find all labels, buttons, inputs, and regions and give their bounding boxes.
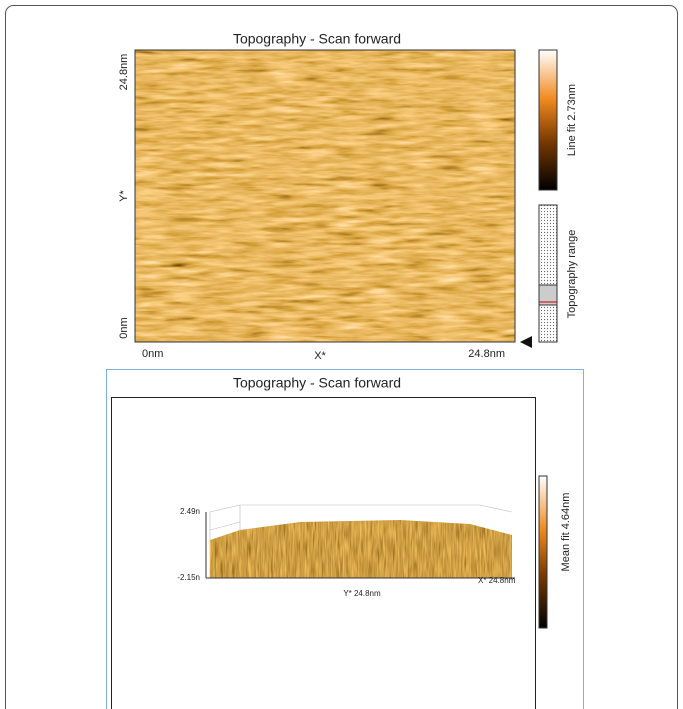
y-axis-label: Y* — [118, 189, 130, 201]
x-axis-label: X* 24.8nm — [478, 576, 516, 585]
range-bar — [539, 205, 557, 342]
x-tick-label: 0nm — [142, 348, 163, 360]
colorbar — [539, 476, 547, 628]
page: Topography - Scan forward 24.8nm Y* 0nm … — [0, 0, 683, 709]
panel-title: Topography - Scan forward — [233, 31, 401, 47]
range-label: Topography range — [566, 230, 578, 319]
topography-image — [135, 50, 515, 342]
y-tick-label: 24.8nm — [118, 54, 130, 91]
y-tick-label: 0nm — [118, 317, 130, 338]
colorbar-label: Line fit 2.73nm — [566, 84, 578, 156]
y-axis-label: Y* 24.8nm — [343, 589, 381, 598]
x-tick-label: 24.8nm — [468, 348, 505, 360]
colorbar-label: Mean fit 4.64nm — [560, 493, 572, 572]
colorbar — [539, 50, 557, 190]
z-tick-label: -2.15n — [177, 573, 200, 582]
window: Topography - Scan forward 24.8nm Y* 0nm … — [0, 0, 683, 709]
z-tick-label: 2.49n — [180, 507, 200, 516]
x-axis-label: X* — [314, 350, 326, 362]
panel-title: Topography - Scan forward — [233, 375, 401, 391]
